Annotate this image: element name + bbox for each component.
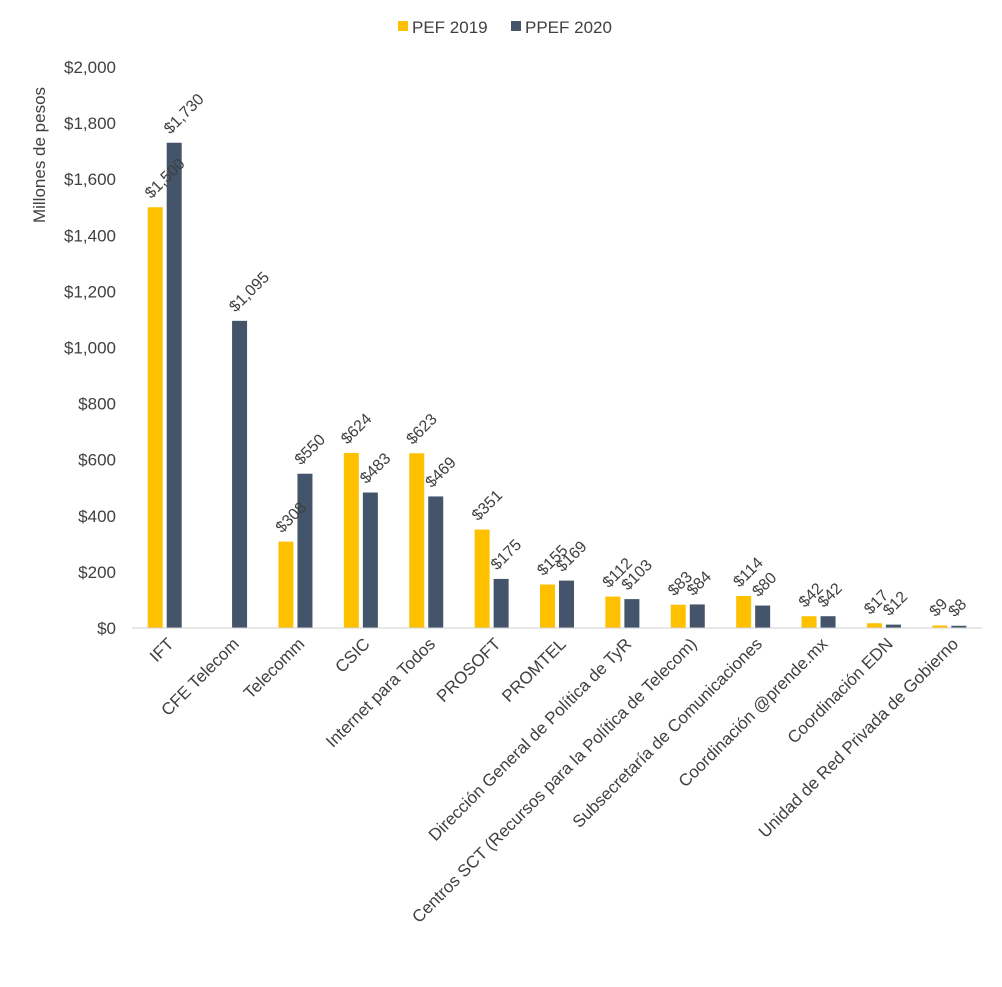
- y-tick-label: $600: [78, 451, 116, 470]
- x-tick-label-ift: IFT: [146, 634, 177, 665]
- x-tick-label-promtel: PROMTEL: [498, 634, 570, 706]
- bar-ppef-2020-internet-para-todos: [428, 496, 444, 628]
- y-tick-label: $1,400: [64, 226, 116, 245]
- bar-ppef-2020-promtel: [559, 580, 574, 628]
- data-labels: $1,500$1,730$1,095$308$550$624$483$623$4…: [142, 91, 970, 621]
- x-tick-label-prosoft: PROSOFT: [433, 634, 505, 706]
- y-tick-label: $200: [78, 563, 116, 582]
- bar-pef-2019-telecomm: [278, 541, 294, 628]
- bar-pef-2019-internet-para-todos: [409, 453, 425, 628]
- legend-label-ppef-2020: PPEF 2020: [525, 18, 612, 37]
- bar-pef-2019-promtel: [540, 584, 555, 628]
- data-label-pef-2019-csic: $624: [338, 411, 375, 448]
- data-label-pef-2019-prosoft: $351: [469, 487, 506, 524]
- bar-ppef-2020-coordinacion-edn: [885, 624, 901, 628]
- data-label-ppef-2020-centros-sct-recursos-para-la-politica-de-telecom: $84: [684, 568, 715, 599]
- bar-pef-2019-direccion-general-de-politica-de-tyr: [605, 596, 621, 628]
- bar-ppef-2020-subsecretaria-de-comunicaciones: [755, 605, 771, 628]
- data-label-ppef-2020-prosoft: $175: [488, 536, 525, 573]
- bars: [147, 142, 967, 629]
- bar-pef-2019-coordinacion-prende-mx: [801, 616, 817, 628]
- data-label-ppef-2020-ift: $1,730: [161, 91, 208, 138]
- data-label-pef-2019-internet-para-todos: $623: [404, 411, 441, 448]
- x-tick-label-internet-para-todos: Internet para Todos: [322, 634, 439, 751]
- legend-swatch-ppef-2020: [511, 21, 521, 31]
- legend: PEF 2019 PPEF 2020: [398, 18, 612, 37]
- bar-pef-2019-subsecretaria-de-comunicaciones: [736, 596, 752, 628]
- data-label-ppef-2020-cfe-telecom: $1,095: [226, 269, 273, 316]
- x-tick-label-telecomm: Telecomm: [240, 634, 308, 702]
- bar-pef-2019-unidad-de-red-privada-de-gobierno: [932, 625, 948, 628]
- y-tick-label: $2,000: [64, 58, 116, 77]
- data-label-ppef-2020-coordinacion-prende-mx: $42: [815, 580, 846, 611]
- bar-ppef-2020-prosoft: [493, 578, 509, 628]
- data-label-ppef-2020-telecomm: $550: [292, 431, 329, 468]
- y-axis-title: Millones de pesos: [30, 87, 49, 223]
- y-tick-label: $1,800: [64, 114, 116, 133]
- data-label-ppef-2020-unidad-de-red-privada-de-gobierno: $8: [946, 596, 971, 621]
- bar-pef-2019-csic: [343, 452, 359, 628]
- y-tick-label: $1,600: [64, 170, 116, 189]
- y-tick-label: $400: [78, 507, 116, 526]
- bar-ppef-2020-telecomm: [297, 473, 313, 628]
- x-tick-label-csic: CSIC: [332, 634, 374, 676]
- bar-ppef-2020-cfe-telecom: [232, 320, 248, 628]
- y-axis: $0 $200 $400 $600 $800 $1,000 $1,200 $1,400 $1,6…: [64, 58, 116, 638]
- bar-ppef-2020-unidad-de-red-privada-de-gobierno: [951, 625, 967, 628]
- bar-pef-2019-centros-sct-recursos-para-la-politica-de-telecom: [670, 604, 686, 628]
- bar-pef-2019-prosoft: [474, 529, 490, 628]
- data-label-ppef-2020-csic: $483: [357, 450, 394, 487]
- y-tick-label: $800: [78, 395, 116, 414]
- y-tick-label: $1,200: [64, 282, 116, 301]
- bar-ppef-2020-csic: [362, 492, 378, 628]
- data-label-ppef-2020-internet-para-todos: $469: [423, 454, 460, 491]
- bar-pef-2019-ift: [147, 207, 163, 628]
- bar-ppef-2020-direccion-general-de-politica-de-tyr: [624, 599, 640, 628]
- bar-pef-2019-coordinacion-edn: [866, 623, 882, 628]
- bar-ppef-2020-centros-sct-recursos-para-la-politica-de-telecom: [689, 604, 705, 628]
- y-tick-label: $1,000: [64, 339, 116, 358]
- legend-label-pef-2019: PEF 2019: [412, 18, 488, 37]
- bar-ppef-2020-ift: [166, 142, 182, 629]
- y-tick-label: $0: [97, 619, 116, 638]
- bar-ppef-2020-coordinacion-prende-mx: [820, 616, 836, 628]
- legend-swatch-pef-2019: [398, 21, 408, 31]
